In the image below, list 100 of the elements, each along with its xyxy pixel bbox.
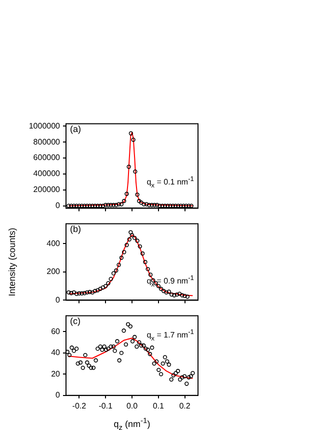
point	[122, 198, 126, 204]
point	[150, 202, 154, 208]
point	[166, 290, 172, 294]
y-tick-label: 0	[56, 295, 61, 304]
y-tick-label: 60	[51, 326, 61, 336]
point	[77, 291, 82, 296]
point	[158, 286, 164, 291]
point	[67, 352, 72, 358]
point	[69, 204, 74, 208]
y-tick-label: 400000	[33, 169, 61, 178]
point	[140, 251, 145, 256]
point	[128, 131, 134, 136]
point	[186, 375, 191, 380]
point	[174, 371, 178, 376]
annotation: (b)	[70, 224, 81, 234]
point	[80, 291, 84, 296]
point	[111, 344, 116, 349]
point	[96, 288, 100, 292]
point	[185, 294, 190, 299]
point	[162, 355, 168, 360]
point	[186, 204, 191, 208]
point	[148, 272, 153, 277]
point	[156, 368, 161, 372]
annotation: q$_{x}$ = 0.9 nm$^{-1}$	[146, 274, 194, 288]
point	[126, 164, 131, 169]
point	[160, 204, 164, 208]
point	[177, 292, 182, 296]
x-tick-label: -0.2	[72, 401, 87, 410]
y-tick-label: 20	[51, 369, 61, 378]
point	[94, 358, 98, 362]
point	[116, 262, 121, 267]
point	[138, 244, 142, 249]
point	[154, 359, 159, 364]
point	[184, 204, 188, 208]
point	[115, 339, 120, 344]
point	[132, 334, 137, 340]
point	[130, 339, 135, 344]
point	[139, 200, 144, 205]
y-tick-label: 400	[46, 238, 61, 248]
point	[170, 204, 176, 208]
point	[112, 348, 117, 353]
point	[91, 366, 96, 370]
point	[168, 204, 172, 208]
point	[164, 290, 168, 295]
point	[108, 276, 113, 282]
point	[74, 204, 79, 208]
point	[144, 202, 149, 206]
point	[70, 346, 74, 350]
point	[152, 361, 156, 366]
point	[78, 360, 83, 365]
point	[171, 373, 176, 378]
point	[66, 290, 71, 295]
point	[128, 230, 133, 234]
point	[98, 344, 102, 349]
point	[106, 202, 110, 208]
point	[182, 294, 187, 298]
point	[90, 204, 94, 208]
point	[85, 204, 90, 208]
point	[182, 374, 187, 378]
point	[116, 202, 121, 206]
point	[88, 290, 92, 294]
point	[128, 324, 133, 329]
point	[72, 290, 76, 295]
point	[135, 192, 140, 197]
point	[127, 237, 132, 242]
point	[124, 192, 129, 196]
point	[178, 204, 183, 208]
point	[133, 169, 138, 174]
point	[180, 375, 184, 380]
point	[158, 204, 162, 208]
point	[80, 204, 84, 208]
point	[148, 352, 152, 356]
point	[143, 260, 148, 264]
point	[104, 202, 108, 208]
point	[66, 204, 71, 208]
point	[77, 204, 82, 208]
point	[188, 374, 193, 378]
point	[114, 202, 118, 208]
point	[144, 346, 148, 351]
point	[100, 285, 106, 290]
point	[132, 236, 137, 240]
y-tick-label: 0	[56, 390, 61, 400]
point	[162, 204, 168, 208]
y-tick-label: 200	[46, 267, 61, 276]
point	[104, 284, 108, 288]
point	[100, 204, 106, 208]
point	[76, 361, 80, 366]
point	[137, 340, 142, 344]
point	[82, 204, 87, 208]
point	[147, 202, 152, 208]
point	[154, 202, 160, 208]
point	[152, 202, 157, 208]
annotation: (c)	[70, 316, 80, 326]
point	[122, 328, 126, 333]
point	[85, 290, 90, 295]
y-tick-label: 0	[56, 201, 61, 210]
point	[119, 256, 124, 260]
point	[156, 284, 160, 288]
annotation: q$_{x}$ = 1.7 nm$^{-1}$	[146, 329, 194, 342]
point	[166, 362, 172, 367]
